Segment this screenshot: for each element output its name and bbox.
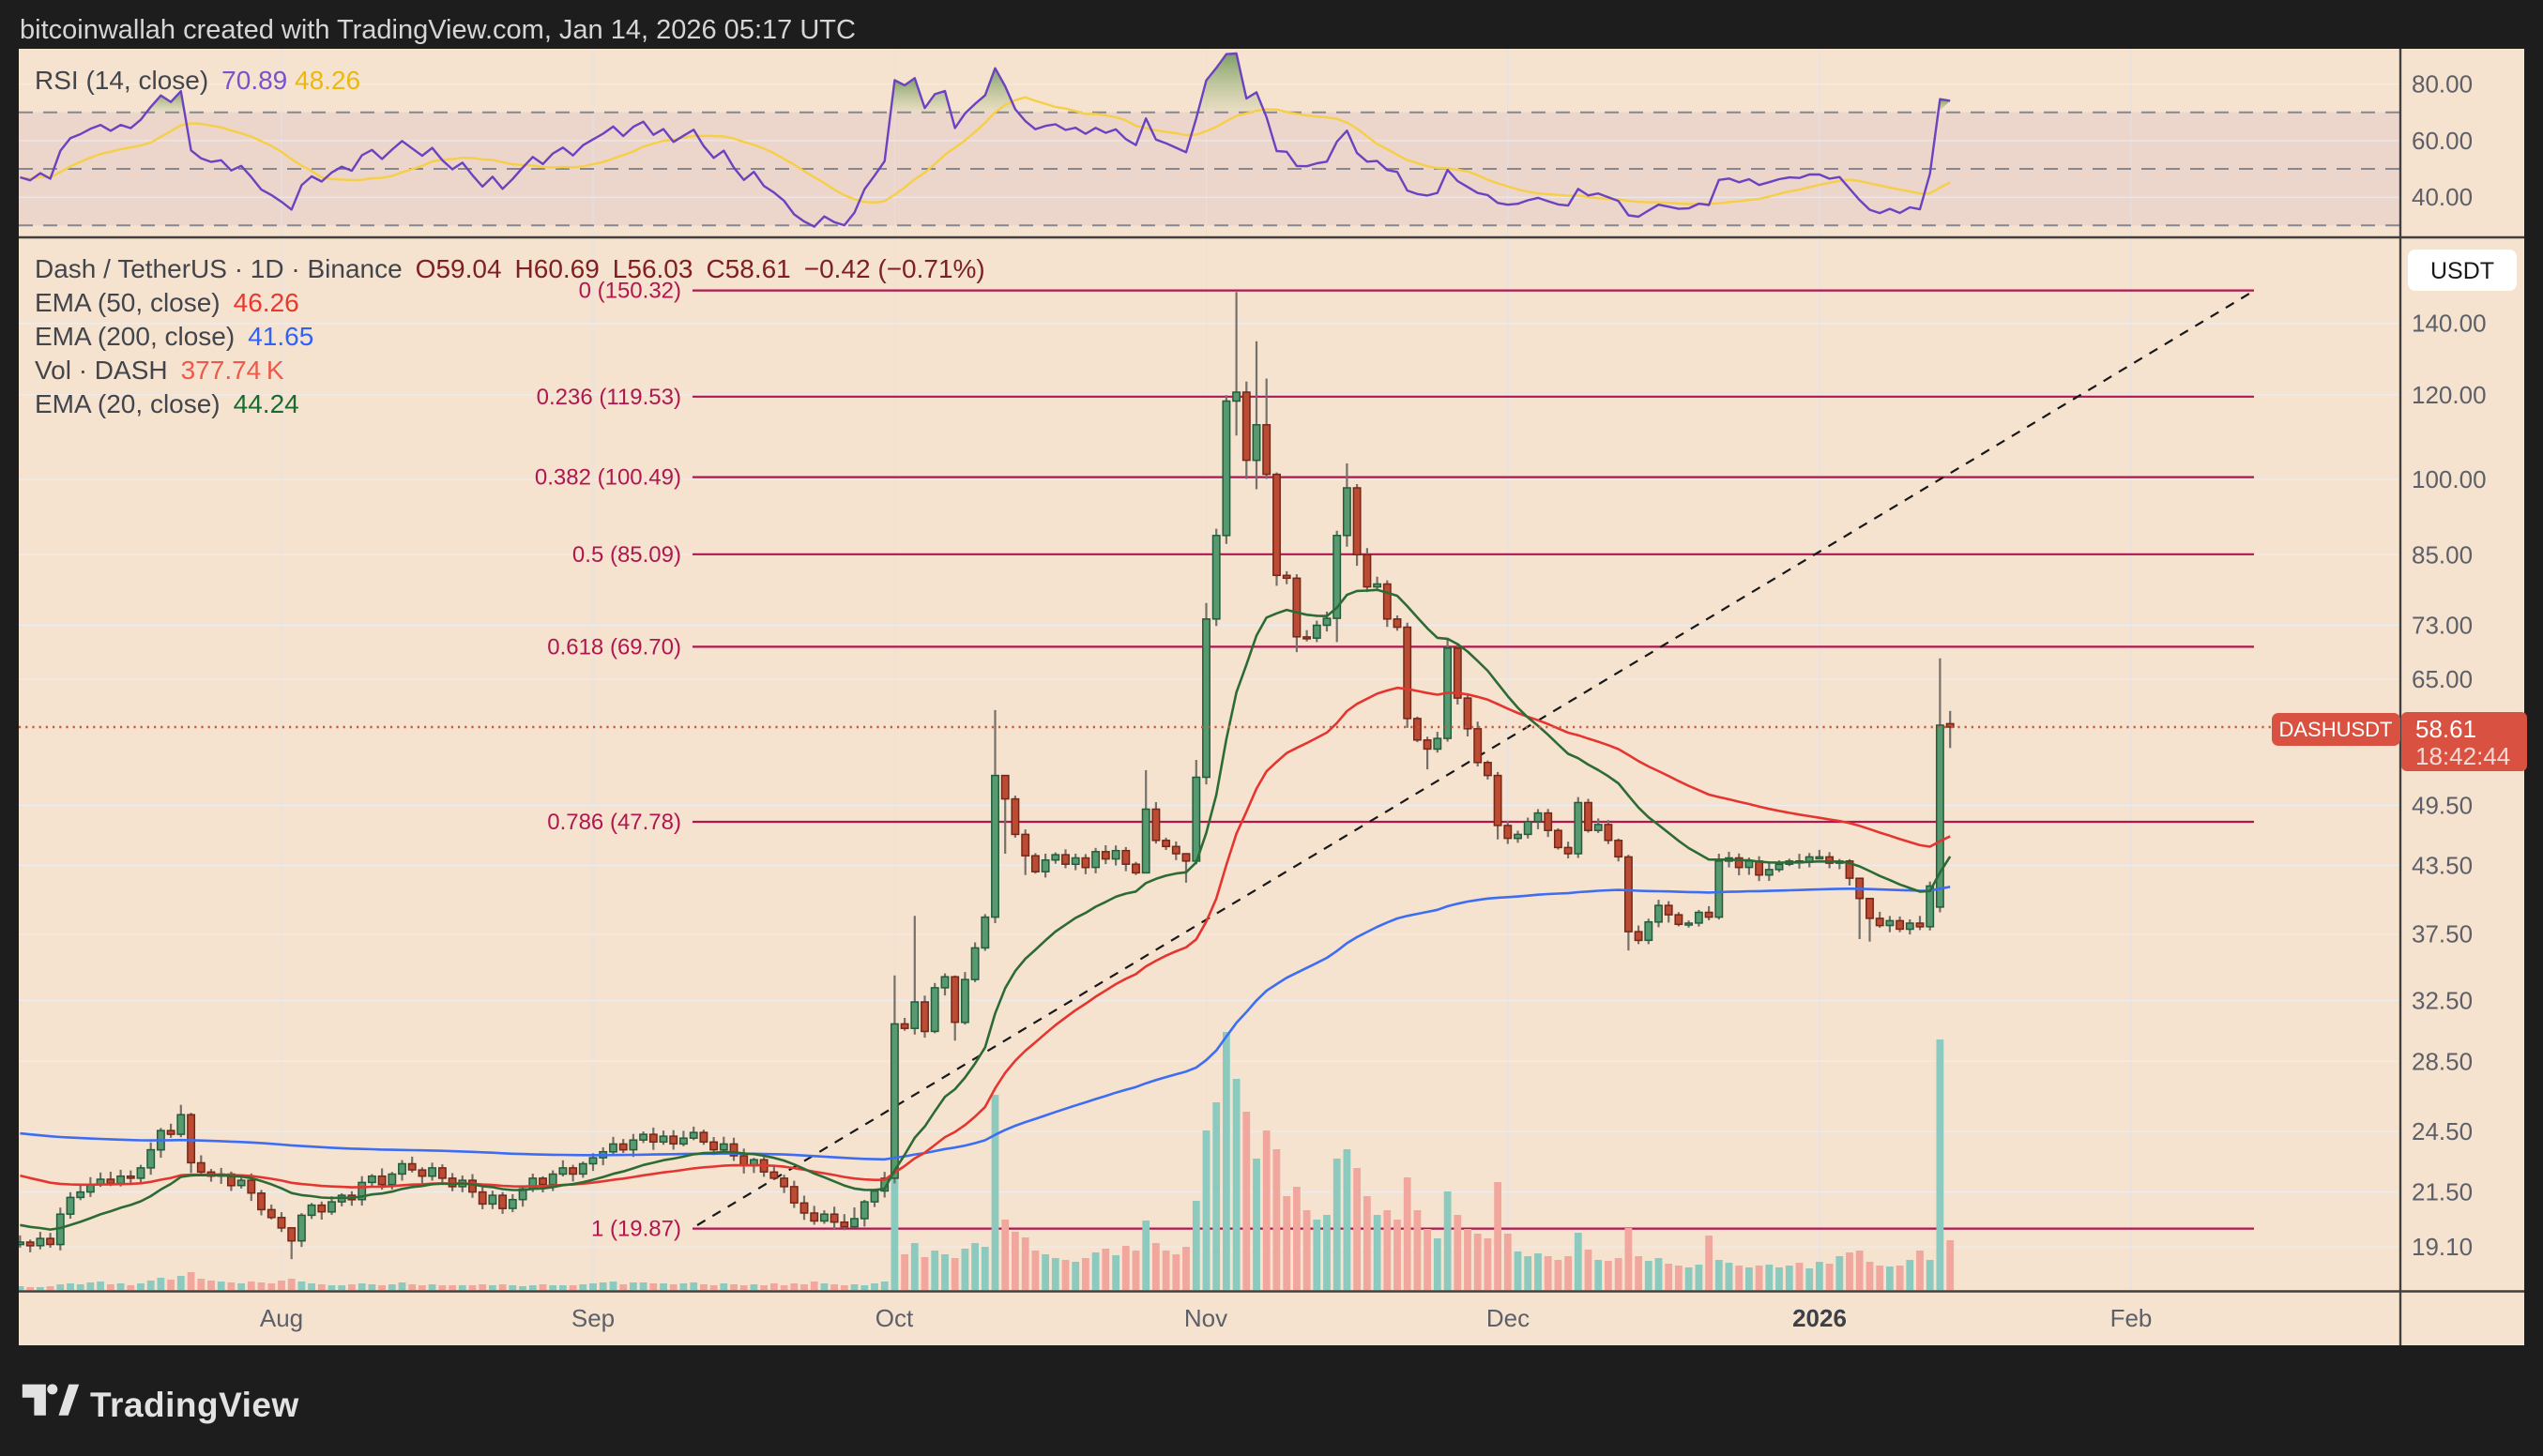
svg-text:37.50: 37.50 — [2412, 920, 2473, 948]
svg-text:Feb: Feb — [2110, 1304, 2153, 1332]
svg-text:0.618 (69.70): 0.618 (69.70) — [547, 634, 681, 660]
svg-text:Dec: Dec — [1486, 1304, 1530, 1332]
svg-text:EMA (200, close) 41.65: EMA (200, close) 41.65 — [35, 322, 313, 351]
svg-text:40.00: 40.00 — [2412, 183, 2473, 211]
svg-text:bitcoinwallah created with Tra: bitcoinwallah created with TradingView.c… — [20, 15, 856, 45]
svg-text:DASHUSDT: DASHUSDT — [2278, 718, 2392, 741]
svg-text:RSI (14, close) 70.89 48.26: RSI (14, close) 70.89 48.26 — [35, 66, 360, 95]
svg-text:2026: 2026 — [1792, 1304, 1847, 1332]
svg-text:140.00: 140.00 — [2412, 310, 2487, 338]
svg-text:1 (19.87): 1 (19.87) — [591, 1217, 681, 1242]
svg-text:Oct: Oct — [876, 1304, 914, 1332]
svg-text:24.50: 24.50 — [2412, 1117, 2473, 1145]
svg-text:0.236 (119.53): 0.236 (119.53) — [537, 385, 681, 410]
svg-text:18:42:44: 18:42:44 — [2415, 742, 2510, 770]
svg-text:0.786 (47.78): 0.786 (47.78) — [547, 810, 681, 835]
svg-text:USDT: USDT — [2430, 258, 2494, 284]
svg-text:49.50: 49.50 — [2412, 792, 2473, 820]
svg-text:60.00: 60.00 — [2412, 127, 2473, 155]
svg-text:Nov: Nov — [1184, 1304, 1227, 1332]
svg-text:Sep: Sep — [571, 1304, 615, 1332]
svg-text:TradingView: TradingView — [90, 1386, 299, 1424]
svg-text:80.00: 80.00 — [2412, 70, 2473, 99]
svg-text:0.5 (85.09): 0.5 (85.09) — [572, 542, 681, 568]
svg-text:85.00: 85.00 — [2412, 540, 2473, 569]
svg-text:120.00: 120.00 — [2412, 381, 2487, 409]
svg-text:21.50: 21.50 — [2412, 1178, 2473, 1206]
svg-text:Dash / TetherUS · 1D · Binance: Dash / TetherUS · 1D · Binance O59.04 H6… — [35, 254, 985, 283]
svg-text:58.61: 58.61 — [2415, 715, 2476, 743]
svg-text:43.50: 43.50 — [2412, 851, 2473, 879]
svg-text:73.00: 73.00 — [2412, 612, 2473, 640]
svg-text:32.50: 32.50 — [2412, 986, 2473, 1014]
svg-text:EMA (50, close) 46.26: EMA (50, close) 46.26 — [35, 288, 299, 317]
svg-text:100.00: 100.00 — [2412, 465, 2487, 493]
svg-text:0 (150.32): 0 (150.32) — [579, 279, 681, 304]
svg-text:65.00: 65.00 — [2412, 665, 2473, 693]
svg-text:Vol · DASH 377.74 K: Vol · DASH 377.74 K — [35, 356, 284, 385]
svg-text:28.50: 28.50 — [2412, 1047, 2473, 1075]
svg-text:19.10: 19.10 — [2412, 1233, 2473, 1261]
svg-text:Aug: Aug — [260, 1304, 303, 1332]
svg-text:EMA (20, close) 44.24: EMA (20, close) 44.24 — [35, 389, 299, 418]
svg-text:0.382 (100.49): 0.382 (100.49) — [535, 465, 681, 491]
